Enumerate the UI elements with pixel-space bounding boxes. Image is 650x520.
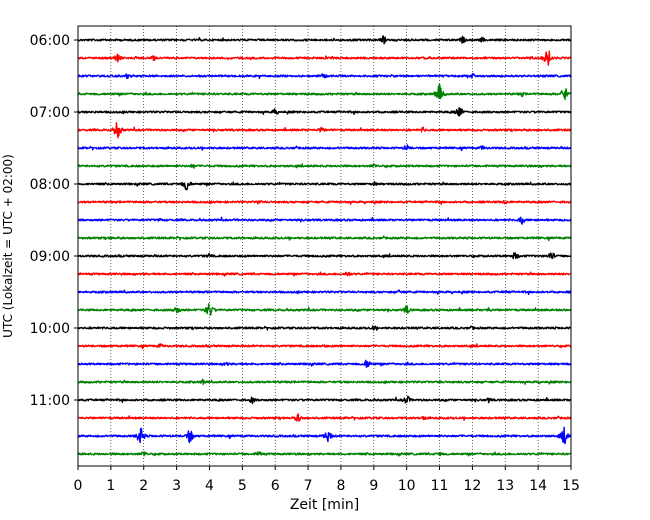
trace-0900 [77,252,572,260]
x-tick-label: 12 [463,478,481,494]
y-axis-ticks: 06:00 07:00 08:00 09:00 10:00 11:00 [30,33,78,409]
plot-frame [77,25,572,467]
trace-0845 [77,235,572,242]
trace-0930 [77,289,572,295]
trace-0730 [77,144,572,152]
trace-1045 [77,378,572,386]
trace-1030 [77,359,572,368]
x-tick-label: 7 [304,478,313,494]
x-tick-label: 13 [496,478,514,494]
trace-lines [77,35,572,457]
trace-1130 [77,426,572,445]
x-axis-ticks: 0 1 2 3 4 5 6 7 8 9 10 11 12 13 14 15 [74,466,580,494]
trace-0715 [77,122,572,139]
y-tick-label: 11:00 [30,393,70,409]
y-tick-label: 10:00 [30,321,70,337]
x-axis-label: Zeit [min] [290,497,359,513]
trace-1115 [77,413,572,422]
x-tick-label: 10 [398,478,416,494]
y-tick-label: 06:00 [30,33,70,49]
trace-0945 [77,303,572,316]
trace-0815 [77,200,572,205]
y-axis-label: UTC (Lokalzeit = UTC + 02:00) [1,154,15,338]
trace-1015 [77,343,572,350]
trace-0830 [77,216,572,225]
trace-0645 [77,83,572,101]
x-tick-label: 8 [336,478,345,494]
trace-1145 [77,451,572,457]
x-tick-label: 3 [172,478,181,494]
x-tick-label: 6 [271,478,280,494]
x-tick-label: 14 [529,478,547,494]
x-tick-label: 11 [431,478,449,494]
x-tick-label: 1 [106,478,115,494]
x-tick-label: 4 [205,478,214,494]
trace-1000 [77,325,572,331]
y-tick-label: 08:00 [30,177,70,193]
trace-0630 [77,72,572,80]
x-tick-label: 2 [139,478,148,494]
x-tick-label: 0 [74,478,83,494]
x-tick-label: 5 [238,478,247,494]
x-tick-label: 9 [369,478,378,494]
y-tick-label: 07:00 [30,105,70,121]
trace-0800 [77,181,572,191]
trace-0700 [77,107,572,117]
trace-0615 [77,50,572,66]
trace-0915 [77,271,572,277]
trace-0600 [77,35,572,45]
y-tick-label: 09:00 [30,249,70,265]
vertical-grid [110,26,539,466]
x-tick-label: 15 [562,478,580,494]
trace-1100 [77,395,572,405]
trace-0745 [77,163,572,169]
